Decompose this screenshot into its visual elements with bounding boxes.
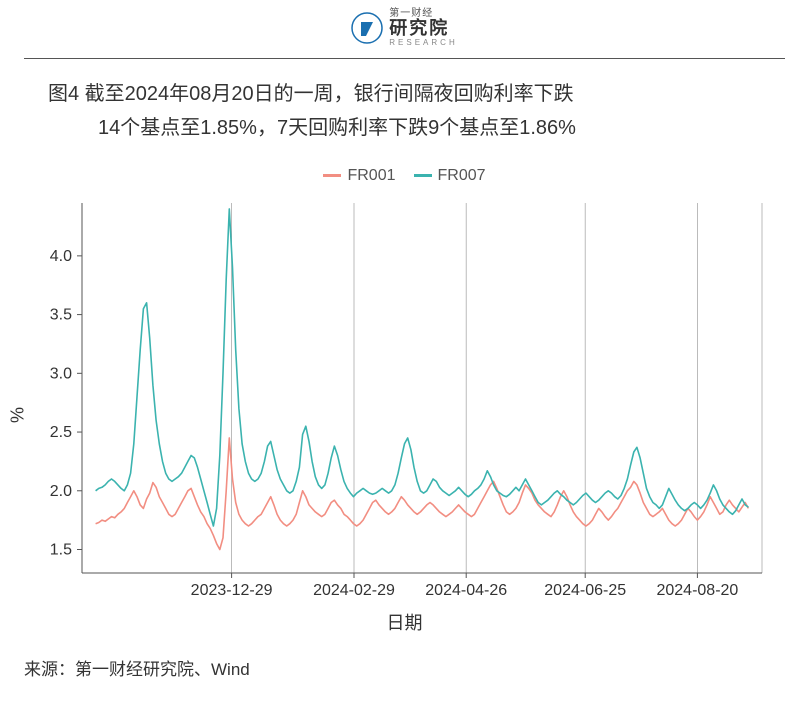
source-text: 来源：第一财经研究院、Wind <box>0 643 809 680</box>
svg-text:3.0: 3.0 <box>50 365 72 382</box>
svg-text:2024-04-26: 2024-04-26 <box>425 582 507 599</box>
logo-sub-text: RESEARCH <box>389 39 457 48</box>
svg-text:2.5: 2.5 <box>50 424 72 441</box>
svg-text:2024-02-29: 2024-02-29 <box>313 582 395 599</box>
legend-label-fr001: FR001 <box>347 167 395 185</box>
header-divider <box>24 58 785 59</box>
chart-legend: FR001 FR007 <box>0 167 809 185</box>
svg-text:2024-06-25: 2024-06-25 <box>544 582 626 599</box>
svg-text:3.5: 3.5 <box>50 306 72 323</box>
chart-title-line1: 图4 截至2024年08月20日的一周，银行间隔夜回购利率下跌 <box>48 77 761 111</box>
header-logo: 第一财经 研究院 RESEARCH <box>0 0 809 52</box>
legend-item-fr001: FR001 <box>323 167 395 185</box>
svg-text:1.5: 1.5 <box>50 541 72 558</box>
logo-text-block: 第一财经 研究院 RESEARCH <box>389 8 457 48</box>
svg-text:2024-08-20: 2024-08-20 <box>656 582 738 599</box>
legend-swatch-fr001 <box>323 174 341 177</box>
legend-label-fr007: FR007 <box>438 167 486 185</box>
legend-item-fr007: FR007 <box>414 167 486 185</box>
logo-icon <box>351 12 383 44</box>
chart-title-line2: 14个基点至1.85%，7天回购利率下跌9个基点至1.86% <box>48 111 761 145</box>
svg-text:2023-12-29: 2023-12-29 <box>191 582 273 599</box>
svg-text:4.0: 4.0 <box>50 247 72 264</box>
chart-area: % 1.52.02.53.03.54.02023-12-292024-02-29… <box>24 195 785 635</box>
y-axis-label: % <box>8 407 29 423</box>
chart-title: 图4 截至2024年08月20日的一周，银行间隔夜回购利率下跌 14个基点至1.… <box>0 77 809 145</box>
svg-text:2.0: 2.0 <box>50 482 72 499</box>
chart-svg: 1.5 2.0 2.5 3.0 3.5 4.0 2023-12-29 2024-02-29 20… <box>24 195 785 605</box>
logo-main-text: 研究院 <box>389 19 457 39</box>
x-axis-label: 日期 <box>24 609 785 635</box>
legend-swatch-fr007 <box>414 174 432 177</box>
